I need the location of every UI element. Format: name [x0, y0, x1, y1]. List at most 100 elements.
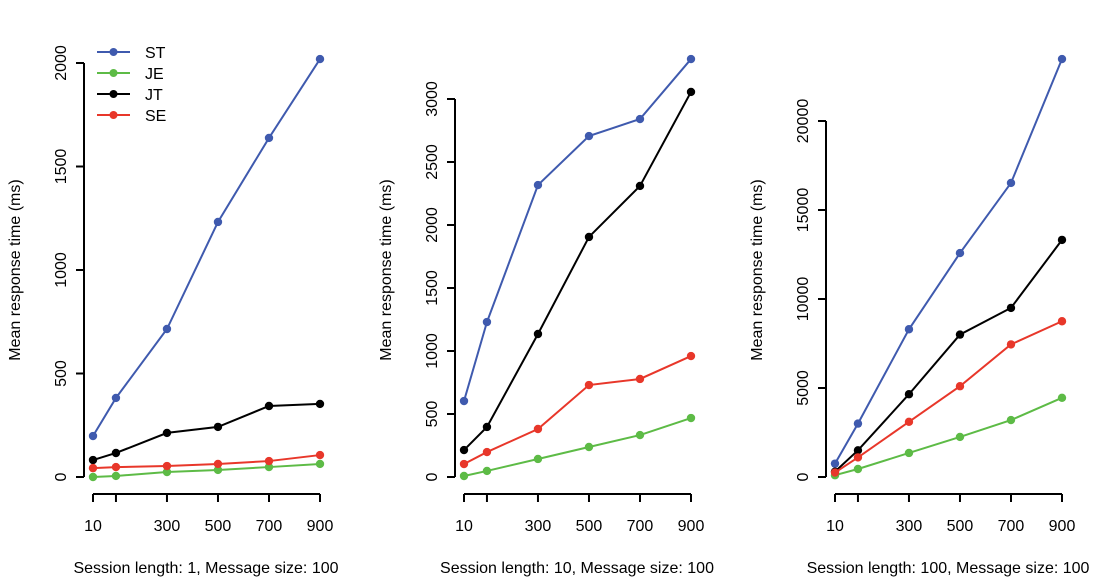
- legend-marker: [109, 111, 118, 119]
- y-tick-label: 5000: [795, 370, 812, 406]
- data-point-jt: [459, 445, 469, 455]
- data-point-jt: [635, 181, 645, 191]
- data-point-se: [482, 447, 492, 457]
- data-point-je: [635, 430, 645, 440]
- data-point-jt: [1057, 235, 1067, 245]
- data-point-st: [264, 133, 274, 143]
- data-point-jt: [584, 232, 594, 242]
- series-se: [88, 450, 325, 473]
- y-axis-title: Mean response time (ms): [7, 179, 24, 360]
- legend-label: JE: [145, 66, 164, 83]
- data-point-je: [111, 471, 121, 481]
- y-tick-label: 1000: [424, 333, 441, 369]
- y-tick-label: 1000: [53, 252, 70, 288]
- series-line-je: [834, 396, 1063, 477]
- data-point-st: [88, 431, 98, 441]
- data-point-st: [459, 396, 469, 406]
- data-point-se: [111, 462, 121, 472]
- data-point-je: [459, 471, 469, 481]
- data-point-je: [264, 462, 274, 472]
- data-point-st: [1057, 54, 1067, 64]
- series-je: [830, 393, 1067, 480]
- x-tick-label: 500: [576, 518, 603, 535]
- x-tick-label: 300: [154, 518, 181, 535]
- series-line-jt: [463, 91, 692, 451]
- data-point-st: [482, 317, 492, 327]
- data-point-se: [264, 456, 274, 466]
- data-point-st: [213, 217, 223, 227]
- x-axis-title: Session length: 100, Message size: 100: [807, 560, 1090, 577]
- data-point-je: [853, 464, 863, 474]
- panel-session-length-10: 0 500 1000 1500 2000 2500 3000 10 300 500 700 900 Me…: [378, 54, 714, 577]
- data-point-je: [88, 472, 98, 482]
- x-tick-label: 700: [998, 518, 1025, 535]
- y-axis-title: Mean response time (ms): [378, 179, 395, 360]
- x-tick-label: 900: [307, 518, 334, 535]
- y-tick-label: 3000: [424, 81, 441, 117]
- series-line-se: [834, 320, 1063, 474]
- data-point-jt: [482, 422, 492, 432]
- panel-session-length-100: 0 5000 10000 15000 20000 10 300 500 700 900 Mean r…: [749, 54, 1090, 577]
- x-axis-title: Session length: 10, Message size: 100: [440, 560, 714, 577]
- series-line-jt: [92, 402, 321, 461]
- data-point-je: [1057, 393, 1067, 402]
- data-point-se: [88, 463, 98, 473]
- data-point-st: [162, 324, 172, 334]
- data-point-jt: [955, 330, 965, 339]
- data-point-jt: [315, 399, 325, 409]
- data-point-je: [686, 413, 696, 423]
- data-point-jt: [533, 329, 543, 339]
- data-point-je: [955, 432, 965, 442]
- y-tick-label: 20000: [795, 99, 812, 144]
- legend-marker: [109, 48, 118, 56]
- y-tick-label: 15000: [795, 188, 812, 233]
- y-tick-label: 0: [424, 472, 441, 481]
- legend-label: JT: [145, 87, 163, 104]
- series-jt: [459, 87, 696, 455]
- data-point-se: [1057, 317, 1067, 326]
- data-point-se: [584, 380, 594, 390]
- y-tick-label: 1500: [53, 149, 70, 185]
- data-point-je: [1006, 415, 1016, 425]
- y-tick-label: 0: [53, 472, 70, 481]
- data-point-je: [533, 454, 543, 464]
- data-point-se: [1006, 340, 1016, 349]
- data-point-st: [315, 54, 325, 64]
- y-tick-label: 2000: [53, 45, 70, 81]
- y-tick-label: 0: [795, 472, 812, 481]
- data-point-st: [1006, 178, 1016, 188]
- legend-entry-se: SE: [97, 108, 166, 125]
- series-st: [830, 54, 1067, 468]
- y-tick-label: 500: [424, 401, 441, 428]
- data-point-st: [853, 419, 863, 428]
- x-tick-label: 500: [947, 518, 974, 535]
- legend-label: ST: [145, 45, 166, 62]
- x-tick-label: 900: [1049, 518, 1076, 535]
- legend: ST JE JT SE: [97, 45, 166, 125]
- series-jt: [88, 399, 325, 465]
- data-point-jt: [264, 401, 274, 411]
- data-point-jt: [1006, 303, 1016, 313]
- data-point-jt: [88, 455, 98, 465]
- y-tick-label: 2000: [424, 207, 441, 243]
- y-tick-label: 500: [53, 360, 70, 387]
- series-line-jt: [834, 239, 1063, 473]
- series-se: [830, 317, 1067, 477]
- data-point-se: [635, 374, 645, 384]
- y-tick-label: 1500: [424, 270, 441, 306]
- data-point-st: [955, 248, 965, 258]
- legend-marker: [109, 69, 118, 77]
- y-tick-label: 10000: [795, 277, 812, 322]
- data-point-jt: [853, 446, 863, 455]
- data-point-se: [830, 468, 840, 477]
- x-tick-label: 10: [455, 518, 473, 535]
- data-point-je: [482, 466, 492, 476]
- data-point-se: [315, 450, 325, 460]
- data-point-se: [213, 459, 223, 469]
- series-je: [88, 459, 325, 482]
- data-point-se: [459, 459, 469, 469]
- series-line-st: [92, 58, 321, 437]
- y-tick-label: 2500: [424, 144, 441, 180]
- x-tick-label: 300: [896, 518, 923, 535]
- data-point-jt: [111, 448, 121, 458]
